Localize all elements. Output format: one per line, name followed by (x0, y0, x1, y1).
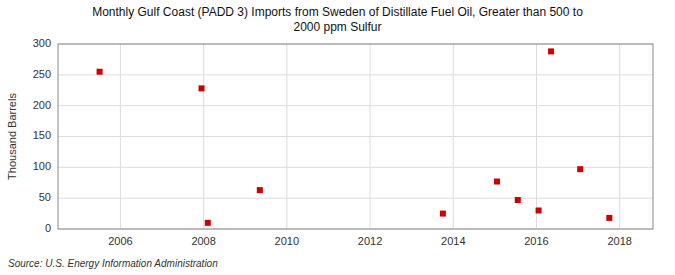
point (515, 197, 521, 203)
x-tick-label: 2018 (607, 235, 631, 247)
y-tick-label: 0 (45, 222, 51, 234)
y-tick-label: 150 (33, 129, 51, 141)
y-tick-label: 300 (33, 37, 51, 49)
chart-svg: 0 50 100 150 200 250 300 2006 2008 2010 2012 2014 20… (0, 0, 675, 275)
x-grid-line (120, 44, 121, 229)
x-tick-label: 2016 (524, 235, 548, 247)
x-tick-label: 2014 (441, 235, 465, 247)
plot-frame (58, 44, 653, 229)
x-grid-line (536, 44, 537, 229)
point (257, 187, 263, 193)
x-grid-line (453, 44, 454, 229)
x-tick-label: 2010 (275, 235, 299, 247)
y-tick-label: 200 (33, 99, 51, 111)
y-grid-line (58, 167, 653, 168)
y-tick-label: 250 (33, 68, 51, 80)
x-grid-line (370, 44, 371, 229)
point (199, 85, 205, 91)
y-tick-label: 50 (39, 191, 51, 203)
chart-container: 0 50 100 150 200 250 300 2006 2008 2010 2012 2014 20… (0, 0, 675, 275)
x-tick-label: 2006 (108, 235, 132, 247)
title: Monthly Gulf Coast (PADD 3) Imports from… (92, 5, 583, 34)
points (97, 48, 613, 225)
x-grid-line (286, 44, 287, 229)
point (494, 179, 500, 185)
x-grid-line (619, 44, 620, 229)
x-grid-line (203, 44, 204, 229)
point (548, 48, 554, 54)
title-line: 2000 ppm Sulfur (293, 20, 381, 34)
point (577, 166, 583, 172)
y-grid-line (58, 105, 653, 106)
point (97, 69, 103, 75)
point (536, 208, 542, 214)
axes: 0 50 100 150 200 250 300 2006 2008 2010 2012 2014 20… (33, 37, 632, 247)
grid (58, 44, 653, 229)
x-tick-label: 2008 (191, 235, 215, 247)
y-tick-label: 100 (33, 160, 51, 172)
y-grid-line (58, 198, 653, 199)
point (440, 211, 446, 217)
y-axis-label: Thousand Barrels (6, 93, 18, 180)
point (606, 215, 612, 221)
source-note: Source: U.S. Energy Information Administ… (8, 258, 218, 269)
title-line: Monthly Gulf Coast (PADD 3) Imports from… (92, 5, 583, 19)
y-grid-line (58, 136, 653, 137)
y-grid-line (58, 74, 653, 75)
point (205, 220, 211, 226)
x-tick-label: 2012 (358, 235, 382, 247)
plot-background (58, 44, 653, 229)
